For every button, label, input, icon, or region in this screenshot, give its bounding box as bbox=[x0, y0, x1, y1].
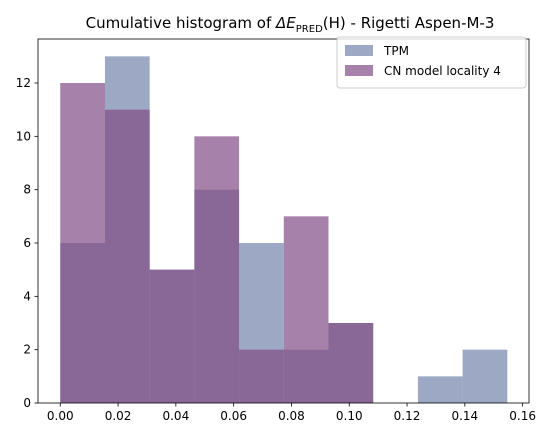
x-tick-label: 0.06 bbox=[220, 409, 247, 423]
legend-box bbox=[336, 36, 527, 89]
histogram-bar-series-1-bin-1 bbox=[104, 109, 150, 404]
histogram-bar-series-1-bin-6 bbox=[328, 323, 374, 403]
chart-title-symbol: ΔE bbox=[275, 14, 296, 32]
x-tick-label: 0.12 bbox=[394, 409, 421, 423]
y-tick-label: 8 bbox=[23, 183, 31, 197]
legend-swatch-1 bbox=[345, 65, 373, 76]
histogram-bar-series-0-bin-9 bbox=[462, 349, 508, 403]
histogram-bar-series-1-bin-3 bbox=[194, 136, 240, 404]
legend-label-0: TPM bbox=[383, 44, 409, 58]
x-tick-label: 0.00 bbox=[47, 409, 74, 423]
x-tick-label: 0.16 bbox=[509, 409, 536, 423]
x-tick-label: 0.02 bbox=[105, 409, 132, 423]
legend: TPM CN model locality 4 bbox=[336, 36, 527, 89]
y-tick-label: 10 bbox=[16, 129, 31, 143]
y-tick-label: 4 bbox=[23, 289, 31, 303]
x-tick-label: 0.10 bbox=[336, 409, 363, 423]
y-tick-label: 2 bbox=[23, 343, 31, 357]
axes-layer: 0.00 0.02 0.04 0.06 0.08 0.10 0.12 0.14 0.16 0 2 4 6… bbox=[16, 38, 536, 423]
legend-label-1: CN model locality 4 bbox=[384, 64, 501, 78]
x-tick-label: 0.04 bbox=[162, 409, 189, 423]
bars-layer bbox=[60, 56, 508, 404]
plot-frame bbox=[37, 38, 530, 404]
histogram-bar-series-1-bin-4 bbox=[239, 349, 284, 403]
chart-title-subscript: PRED bbox=[296, 24, 323, 35]
histogram-bar-series-0-bin-8 bbox=[417, 376, 463, 403]
histogram-bar-series-1-bin-5 bbox=[283, 216, 329, 403]
chart-title: Cumulative histogram of ΔEPRED(H) - Rige… bbox=[86, 14, 495, 35]
histogram-bar-series-1-bin-2 bbox=[149, 269, 195, 403]
y-tick-label: 0 bbox=[23, 396, 31, 410]
y-tick-label: 6 bbox=[23, 236, 31, 250]
y-tick-label: 12 bbox=[16, 76, 31, 90]
x-tick-label: 0.14 bbox=[451, 409, 478, 423]
legend-swatch-0 bbox=[345, 45, 373, 56]
x-tick-label: 0.08 bbox=[278, 409, 305, 423]
histogram-bar-series-1-bin-0 bbox=[60, 83, 105, 403]
chart-title-prefix: Cumulative histogram of bbox=[86, 14, 276, 32]
chart-title-suffix: (H) - Rigetti Aspen-M-3 bbox=[323, 14, 495, 32]
